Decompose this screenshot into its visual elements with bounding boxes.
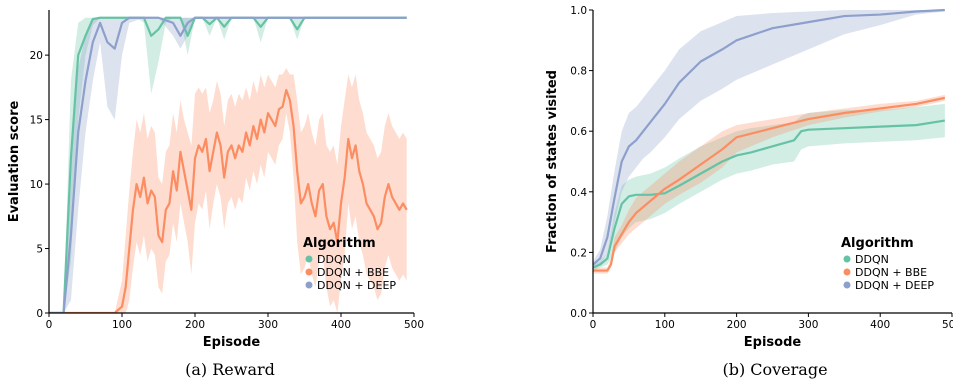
y-tick-label: 0.8 [570,66,587,78]
y-axis-label: Evaluation score [7,101,22,223]
plot-area [49,16,408,313]
x-tick-label: 300 [258,319,278,331]
y-tick-label: 10 [30,179,43,191]
x-tick-label: 0 [46,319,53,331]
legend-marker [843,255,851,263]
confidence-band-1 [49,68,407,313]
x-tick-label: 500 [942,319,953,331]
y-tick-label: 0.0 [570,308,587,320]
legend-marker [843,281,851,289]
x-tick-label: 300 [798,319,818,331]
caption-reward: (a) Reward [185,360,275,379]
y-tick-label: 5 [36,244,43,256]
legend-entry: DDQN + DEEP [855,279,934,292]
legend-title: Algorithm [303,236,376,251]
series-line-1 [593,96,946,272]
plot-area [593,8,946,274]
chart-1: 0 100 200 300 400 500 0.0 0.2 0.4 0.6 0.8 1.0 Episod… [545,5,953,350]
legend-marker [305,268,313,276]
caption-coverage: (b) Coverage [722,360,828,379]
x-tick-label: 500 [404,319,424,331]
y-tick-label: 0.4 [570,187,587,199]
legend-title: Algorithm [841,236,914,251]
series-line-0 [593,119,945,269]
confidence-band-2 [593,10,945,268]
confidence-band-1 [593,94,945,274]
legend-entry: DDQN [317,253,351,266]
x-tick-label: 0 [590,319,597,331]
legend-entry: DDQN [855,253,889,266]
x-tick-label: 200 [727,319,747,331]
confidence-band-2 [49,17,407,313]
x-tick-label: 400 [870,319,890,331]
series-line-1 [49,88,408,313]
legend-marker [305,255,313,263]
x-tick-label: 200 [185,319,205,331]
y-axis-label: Fraction of states visited [545,70,560,253]
x-tick-label: 400 [331,319,351,331]
y-tick-label: 15 [30,115,43,127]
x-axis-label: Episode [203,335,261,350]
chart-0: 0 100 200 300 400 500 0 5 10 15 20 Episode Evaluatio… [7,10,424,350]
y-tick-label: 0.6 [570,126,587,138]
legend-entry: DDQN + BBE [317,266,389,279]
x-tick-label: 100 [112,319,132,331]
y-tick-label: 1.0 [570,5,587,17]
confidence-band-0 [49,17,407,313]
series-line-2 [593,8,945,266]
series-line-2 [49,16,407,313]
legend-entry: DDQN + DEEP [317,279,396,292]
y-tick-label: 0 [36,308,43,320]
x-tick-label: 100 [655,319,675,331]
legend-marker [843,268,851,276]
y-tick-label: 0.2 [570,247,587,259]
confidence-band-0 [593,103,945,271]
legend-entry: DDQN + BBE [855,266,927,279]
y-tick-label: 20 [30,50,43,62]
x-axis-label: Episode [744,335,802,350]
legend-marker [305,281,313,289]
